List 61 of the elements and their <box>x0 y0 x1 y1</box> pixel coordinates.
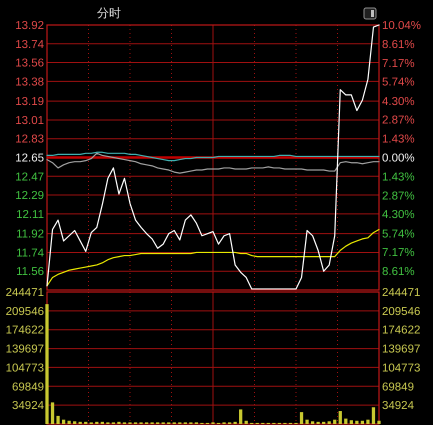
y2-tick-label: 0.00% <box>382 152 415 164</box>
y2-tick-label: 209546 <box>382 306 420 318</box>
bar <box>328 421 331 424</box>
y2-tick-label: 1.43% <box>382 134 415 146</box>
bar <box>338 411 342 424</box>
bar <box>50 402 54 424</box>
bar <box>62 420 66 424</box>
bar <box>350 420 353 424</box>
bar <box>68 420 71 424</box>
y-tick-label: 13.38 <box>15 76 44 88</box>
y-tick-label: 11.56 <box>16 266 44 278</box>
bar <box>344 418 348 424</box>
bar <box>300 412 304 424</box>
chart-title: 分时 <box>97 6 121 20</box>
bar <box>372 407 376 424</box>
bar <box>56 416 60 424</box>
y-tick-label: 13.92 <box>15 20 44 32</box>
y2-tick-label: 2.87% <box>382 114 415 127</box>
y-tick-label: 11.92 <box>16 228 44 241</box>
bar <box>239 409 242 424</box>
y-tick-label: 12.83 <box>15 134 44 146</box>
y-tick-label: 13.56 <box>15 58 44 70</box>
y2-tick-label: 104773 <box>382 362 420 374</box>
y2-tick-label: 1.43% <box>382 171 415 184</box>
y2-tick-label: 174622 <box>382 324 420 337</box>
y-tick-label: 12.47 <box>15 171 44 184</box>
y2-tick-label: 7.17% <box>382 58 415 70</box>
y2-tick-label: 4.30% <box>382 96 415 108</box>
y-tick-label: 11.74 <box>16 247 45 260</box>
y-tick-label: 13.01 <box>15 114 44 127</box>
y-tick-label: 244471 <box>6 287 44 299</box>
y2-tick-label: 244471 <box>382 287 420 299</box>
y2-tick-label: 8.61% <box>382 266 415 278</box>
bar <box>244 420 248 424</box>
y-tick-label: 13.19 <box>15 96 44 108</box>
y2-tick-label: 139697 <box>382 344 420 356</box>
y-tick-label: 12.11 <box>16 208 44 221</box>
y2-tick-label: 5.74% <box>382 228 415 240</box>
y2-tick-label: 10.04% <box>382 20 422 32</box>
y-tick-label: 34924 <box>12 400 45 412</box>
y-tick-label: 69849 <box>12 381 44 394</box>
bar <box>355 420 358 424</box>
y-tick-label: 139697 <box>6 344 44 356</box>
bar <box>333 420 336 424</box>
y2-tick-label: 2.87% <box>382 190 415 202</box>
y2-tick-label: 5.74% <box>382 76 415 89</box>
y2-tick-label: 34924 <box>382 400 415 412</box>
bar <box>366 420 370 424</box>
bar <box>73 421 76 424</box>
y2-tick-label: 8.61% <box>382 38 415 51</box>
y-tick-label: 209546 <box>6 306 44 318</box>
y2-tick-label: 7.17% <box>382 247 415 260</box>
y-tick-label: 13.74 <box>15 38 45 51</box>
y-tick-label: 12.29 <box>15 190 44 202</box>
y2-tick-label: 69849 <box>382 381 414 394</box>
y-tick-label: 174622 <box>6 324 44 337</box>
y-tick-label: 12.65 <box>15 152 44 164</box>
y2-tick-label: 4.30% <box>382 209 415 222</box>
bar <box>305 420 309 424</box>
bar <box>45 304 49 424</box>
y-tick-label: 104773 <box>6 362 44 374</box>
